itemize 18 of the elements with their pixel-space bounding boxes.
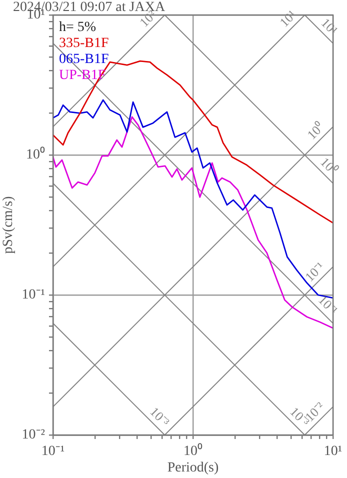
series-label: 335-B1F (59, 36, 109, 51)
y-tick-label: 10⁻² (22, 428, 45, 443)
x-tick-label: 10⁻¹ (41, 444, 65, 460)
text: 10¹ (276, 7, 300, 30)
text: 065-B1F (59, 52, 109, 67)
text: 10⁻¹ (302, 258, 328, 284)
y-tick-label: 10⁰ (26, 146, 45, 163)
y-tick-label: 10⁻¹ (22, 288, 45, 303)
x-tick-label: 10¹ (324, 444, 342, 460)
y-axis-title: pSv(cm/s) (1, 196, 16, 254)
text: 10⁰ (304, 118, 328, 142)
text: 10⁻³ (147, 404, 173, 430)
text: 10⁰ (318, 154, 341, 178)
text: 10⁻¹ (315, 292, 341, 318)
x-axis-title: Period(s) (167, 460, 219, 476)
text: 10¹ (318, 15, 341, 38)
x-tick-label: 10⁰ (184, 443, 202, 460)
annotation: h= 5% (59, 20, 96, 35)
